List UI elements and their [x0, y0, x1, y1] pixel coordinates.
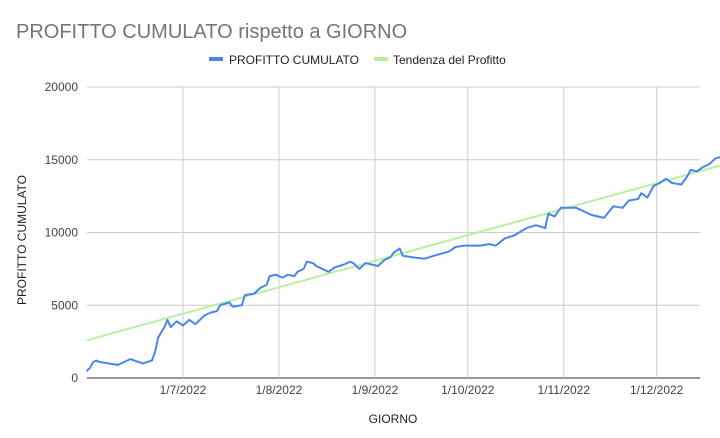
- ticks-layer: 0 5000 10000 15000 20000 1/7/2022 1/8/2022 1/9/…: [45, 80, 684, 397]
- y-tick-label: 0: [71, 371, 78, 385]
- y-tick-label: 15000: [45, 153, 79, 167]
- legend-trend-label: Tendenza del Profitto: [393, 53, 506, 67]
- y-tick-label: 10000: [45, 226, 79, 240]
- x-tick-label: 1/10/2022: [441, 383, 495, 397]
- x-tick-label: 1/8/2022: [256, 383, 303, 397]
- legend-profit-label: PROFITTO CUMULATO: [229, 53, 359, 67]
- y-tick-label: 20000: [45, 80, 79, 94]
- chart-title: PROFITTO CUMULATO rispetto a GIORNO: [16, 21, 407, 43]
- x-axis-title: GIORNO: [369, 412, 418, 426]
- legend-trend-swatch: [374, 57, 388, 61]
- profit-line: [86, 156, 720, 372]
- x-tick-label: 1/9/2022: [352, 383, 399, 397]
- x-tick-label: 1/11/2022: [538, 383, 591, 397]
- legend: PROFITTO CUMULATO Tendenza del Profitto: [209, 53, 506, 67]
- legend-profit-swatch: [209, 57, 223, 61]
- y-axis-title: PROFITTO CUMULATO: [15, 175, 29, 305]
- series-layer: [86, 156, 720, 372]
- x-tick-label: 1/7/2022: [160, 383, 207, 397]
- trend-line: [86, 164, 720, 342]
- grid-layer: [87, 86, 700, 379]
- y-tick-label: 5000: [51, 298, 78, 312]
- x-tick-label: 1/12/2022: [630, 383, 684, 397]
